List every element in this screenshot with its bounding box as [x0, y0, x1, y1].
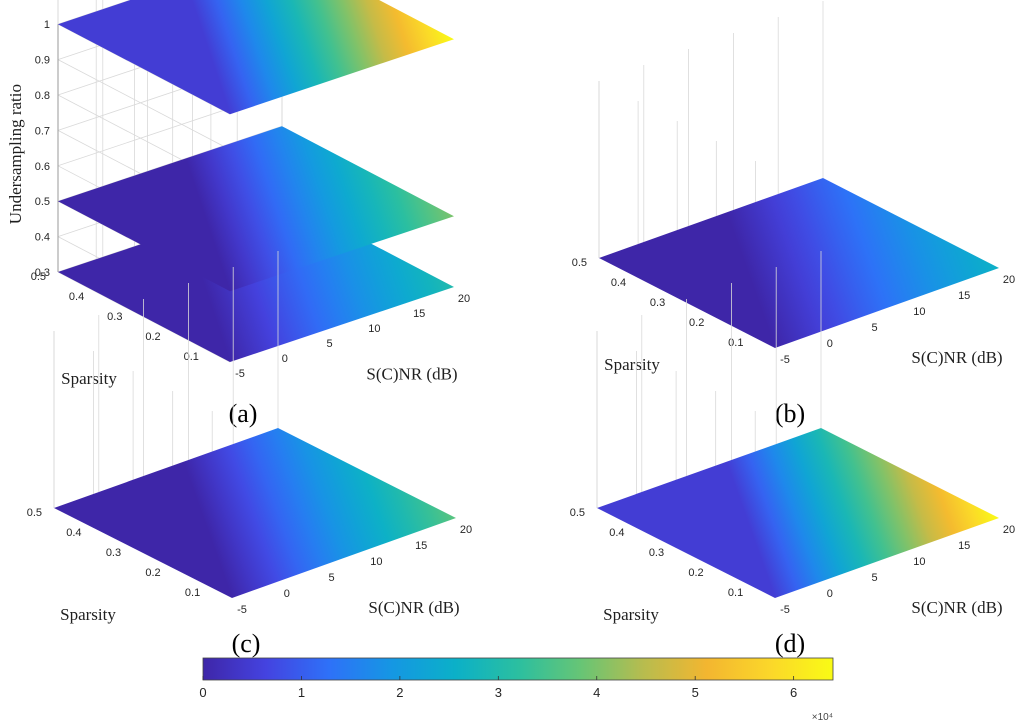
x-tick-label: 5: [872, 322, 878, 334]
y-tick-label: 0.2: [145, 567, 160, 579]
y-tick-label: 0.2: [688, 567, 703, 579]
x-tick-label: 10: [368, 323, 380, 335]
z-axis-label: Undersampling ratio: [6, 84, 25, 224]
z-tick-label: 0.4: [35, 232, 50, 244]
y-tick-label: 0.5: [31, 271, 46, 283]
z-tick-label: 0.8: [35, 90, 50, 102]
x-tick-label: 5: [329, 572, 335, 584]
colorbar-tick-label: 4: [593, 685, 600, 700]
panel-4: -5 0 5 10 15 20 0.1 0.2 0.3 0.4 0.5 S(C)NR (dB) Spar…: [570, 251, 1015, 658]
colorbar-tick-label: 6: [790, 685, 797, 700]
colorbar-gradient: [202, 657, 834, 681]
colorbar-tick-label: 5: [692, 685, 699, 700]
y-tick-label: 0.1: [184, 351, 199, 363]
x-tick-label: 0: [284, 588, 290, 600]
colorbar-exponent: ×10⁴: [812, 712, 833, 723]
x-axis-label: S(C)NR (dB): [911, 348, 1002, 367]
y-tick-label: 0.3: [649, 547, 664, 559]
y-tick-label: 0.5: [27, 507, 42, 519]
y-tick-label: 0.4: [611, 277, 626, 289]
z-tick-label: 0.9: [35, 55, 50, 67]
y-tick-label: 0.4: [66, 527, 81, 539]
y-tick-label: 0.5: [572, 257, 587, 269]
panel-3: -5 0 5 10 15 20 0.1 0.2 0.3 0.4 0.5 S(C)NR (dB) Spar…: [27, 251, 472, 658]
z-tick-label: 0.7: [35, 125, 50, 137]
x-axis-label: S(C)NR (dB): [911, 598, 1002, 617]
x-tick-label: 20: [1003, 524, 1015, 536]
grid-lines: [596, 251, 822, 588]
panel-1: 0.3 0.4 0.5 0.6 0.7 0.8 0.9 1 Undersampling rati…: [6, 0, 470, 428]
x-tick-label: -5: [780, 354, 790, 366]
x-tick-label: 15: [415, 540, 427, 552]
x-tick-label: -5: [780, 604, 790, 616]
y-tick-label: 0.2: [689, 317, 704, 329]
x-tick-label: 5: [872, 572, 878, 584]
y-tick-label: 0.2: [145, 331, 160, 343]
x-tick-label: 10: [913, 556, 925, 568]
y-axis-label: Sparsity: [604, 355, 660, 374]
y-tick-label: 0.1: [728, 337, 743, 349]
x-axis-label: S(C)NR (dB): [366, 365, 457, 384]
colorbar: 0 1 2 3 4 5 6 ×10⁴: [199, 657, 834, 723]
colorbar-tick-label: 0: [199, 685, 206, 700]
surface-layer-2: [58, 126, 454, 292]
x-tick-label: 10: [370, 556, 382, 568]
x-tick-label: 20: [460, 524, 472, 536]
colorbar-tick-label: 1: [298, 685, 305, 700]
x-tick-label: 0: [282, 353, 288, 365]
x-tick-label: 0: [827, 338, 833, 350]
x-tick-label: -5: [235, 368, 245, 380]
y-axis-label: Sparsity: [61, 369, 117, 388]
z-tick-label: 1: [44, 19, 50, 31]
y-axis-label: Sparsity: [603, 605, 659, 624]
y-tick-label: 0.1: [728, 587, 743, 599]
surface-layer-1: [54, 428, 456, 598]
x-tick-label: 5: [327, 338, 333, 350]
z-tick-label: 0.6: [35, 161, 50, 173]
y-tick-label: 0.3: [107, 311, 122, 323]
z-tick-label: 0.3: [35, 267, 50, 279]
y-tick-label: 0.4: [609, 527, 624, 539]
x-tick-label: 15: [958, 540, 970, 552]
x-tick-label: 15: [413, 308, 425, 320]
panel-label: (c): [232, 629, 261, 658]
x-tick-label: 10: [913, 306, 925, 318]
surface-layer-1: [599, 178, 999, 348]
surface-layer-3: [58, 0, 454, 115]
panel-label: (d): [775, 629, 805, 658]
y-tick-label: 0.1: [185, 587, 200, 599]
panel-label: (b): [775, 399, 805, 428]
y-tick-label: 0.3: [650, 297, 665, 309]
y-tick-label: 0.5: [570, 507, 585, 519]
y-tick-label: 0.4: [69, 291, 84, 303]
y-axis-label: Sparsity: [60, 605, 116, 624]
panel-2: -5 0 5 10 15 20 0.1 0.2 0.3 0.4 0.5 S(C)NR (dB) Spar…: [572, 1, 1015, 428]
x-tick-label: 20: [458, 293, 470, 305]
x-tick-label: -5: [237, 604, 247, 616]
colorbar-tick-label: 3: [495, 685, 502, 700]
colorbar-tick-label: 2: [396, 685, 403, 700]
grid-line: [57, 59, 231, 150]
x-tick-label: 20: [1003, 274, 1015, 286]
z-tick-label: 0.5: [35, 196, 50, 208]
surface-layer-1: [597, 428, 999, 598]
x-tick-label: 15: [958, 290, 970, 302]
y-tick-label: 0.3: [106, 547, 121, 559]
x-axis-label: S(C)NR (dB): [368, 598, 459, 617]
x-tick-label: 0: [827, 588, 833, 600]
